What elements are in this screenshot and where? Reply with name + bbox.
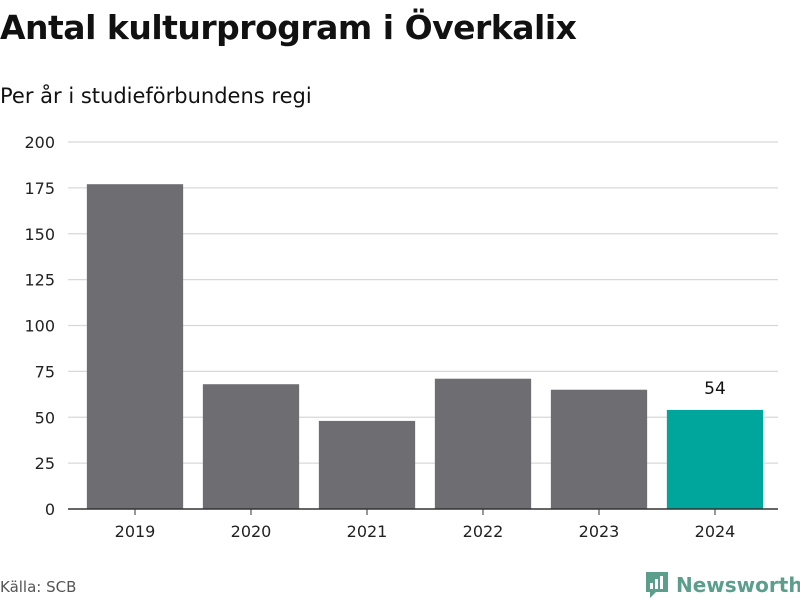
y-tick-label: 25 [35,454,55,473]
data-label: 54 [704,379,726,399]
x-tick-label: 2023 [579,522,620,541]
source-note: Källa: SCB [0,578,77,596]
x-tick-label: 2019 [115,522,156,541]
bar-2021 [318,420,416,509]
x-axis-ticks: 2019 2020 2021 2022 2023 2024 [115,509,736,541]
x-tick-label: 2021 [347,522,388,541]
y-tick-label: 50 [35,408,55,427]
y-tick-label: 0 [45,500,55,519]
y-tick-label: 75 [35,362,55,381]
chart-title: Antal kulturprogram i Överkalix [0,8,577,47]
bar-2020 [202,384,300,509]
x-tick-label: 2024 [695,522,736,541]
chart-subtitle: Per år i studieförbundens regi [0,84,312,108]
y-tick-label: 100 [24,317,55,336]
y-tick-label: 175 [24,179,55,198]
bar-2019 [86,184,184,509]
y-tick-label: 125 [24,271,55,290]
x-tick-label: 2020 [231,522,272,541]
brand-name: Newsworthy [676,573,800,597]
bar-2024 [666,409,764,509]
bar-2023 [550,389,648,509]
y-axis-ticks: 0 25 50 75 100 125 150 175 200 [24,133,55,519]
newsworthy-logo-icon [646,572,668,598]
gridlines [68,141,778,464]
brand-logo: Newsworthy [644,570,800,600]
bars [86,184,764,509]
bar-2022 [434,378,532,509]
y-tick-label: 150 [24,225,55,244]
x-tick-label: 2022 [463,522,504,541]
data-labels: 54 [704,379,726,399]
y-tick-label: 200 [24,133,55,152]
